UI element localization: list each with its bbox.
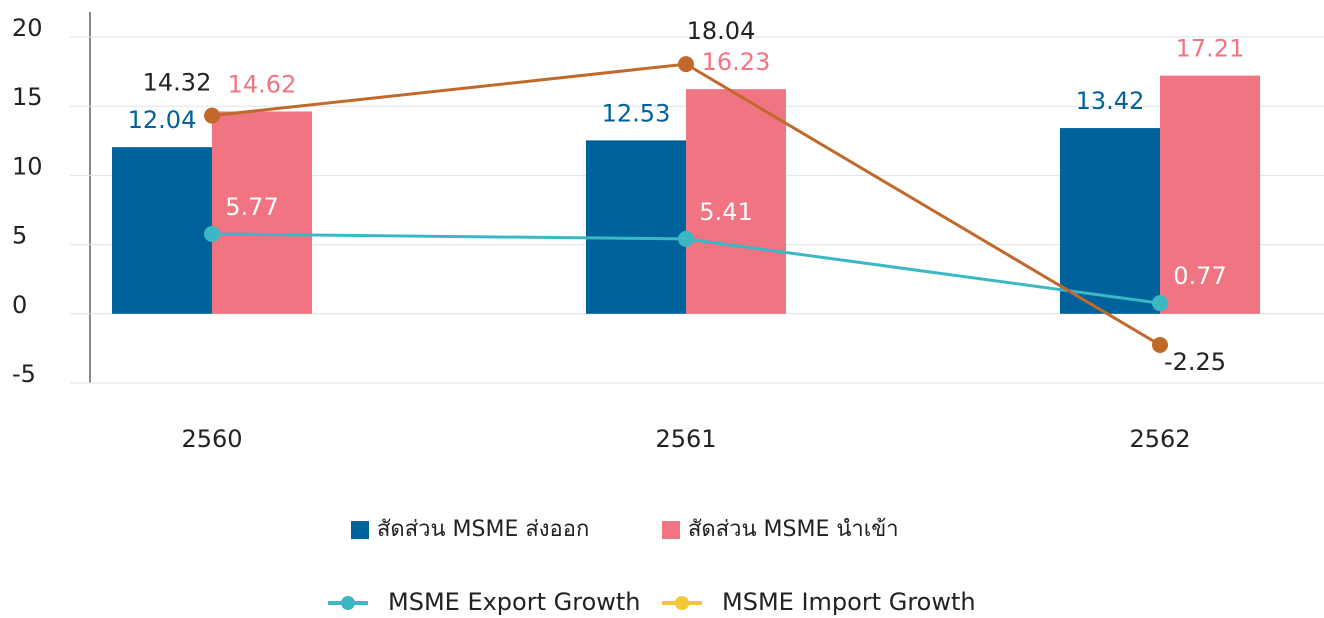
bar <box>586 140 686 313</box>
legend-label: สัดส่วน MSME นำเข้า <box>688 517 899 542</box>
x-tick-label: 2560 <box>181 425 242 453</box>
legend-label: MSME Import Growth <box>722 588 976 616</box>
bar <box>112 147 212 314</box>
data-label: 17.21 <box>1176 35 1245 63</box>
data-label: 12.04 <box>128 106 197 134</box>
legend-swatch <box>351 521 369 539</box>
legend-marker <box>341 596 355 610</box>
point <box>1152 295 1168 311</box>
legend-label: สัดส่วน MSME ส่งออก <box>377 517 589 542</box>
data-label: 14.62 <box>228 70 297 98</box>
y-tick-label: 5 <box>12 222 27 250</box>
chart: -5 0 5 10 15 20 2560 2561 2562 12.04 12.53 13.42 14.… <box>0 0 1324 618</box>
data-label: 14.32 <box>143 69 212 97</box>
x-tick-label: 2561 <box>655 425 716 453</box>
data-label: 12.53 <box>602 99 671 127</box>
y-tick-label: 0 <box>12 291 27 319</box>
data-label: -2.25 <box>1164 348 1226 376</box>
legend-label: MSME Export Growth <box>388 588 641 616</box>
point <box>204 108 220 124</box>
point <box>204 226 220 242</box>
y-tick-label: 10 <box>12 152 43 180</box>
y-tick-label: 20 <box>12 14 43 42</box>
x-tick-label: 2562 <box>1129 425 1190 453</box>
data-label: 5.77 <box>225 193 278 221</box>
data-label: 0.77 <box>1173 262 1226 290</box>
y-tick-label: 15 <box>12 83 43 111</box>
data-label: 16.23 <box>702 48 771 76</box>
bar <box>1060 128 1160 314</box>
point <box>678 231 694 247</box>
data-label: 5.41 <box>699 198 752 226</box>
data-label: 18.04 <box>687 17 756 45</box>
y-tick-label: -5 <box>12 360 36 388</box>
legend-marker <box>675 596 689 610</box>
data-label: 13.42 <box>1076 87 1145 115</box>
page: -5 0 5 10 15 20 2560 2561 2562 12.04 12.53 13.42 14.… <box>0 0 1324 618</box>
point <box>678 56 694 72</box>
legend-swatch <box>662 521 680 539</box>
